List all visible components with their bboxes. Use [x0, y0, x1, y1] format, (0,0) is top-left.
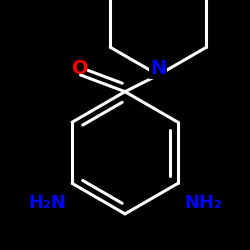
- Text: NH₂: NH₂: [184, 194, 222, 212]
- Text: H₂N: H₂N: [28, 194, 66, 212]
- Text: N: N: [150, 58, 166, 78]
- Text: O: O: [72, 58, 89, 78]
